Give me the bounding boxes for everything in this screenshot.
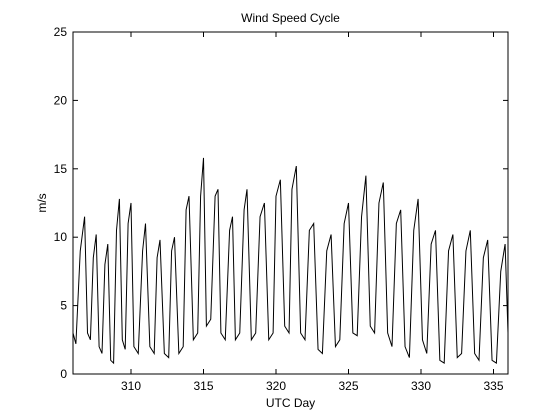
y-axis-ticks: 0 5 10 15 20 25 [54, 25, 508, 381]
y-tick-label: 5 [60, 299, 67, 313]
y-tick-label: 20 [54, 93, 68, 107]
x-tick-label: 335 [483, 379, 503, 393]
y-tick-label: 10 [54, 230, 68, 244]
x-axis-ticks: 310 315 320 325 330 335 [121, 32, 504, 393]
x-axis-label: UTC Day [266, 396, 315, 410]
y-axis-label: m/s [35, 193, 49, 212]
x-tick-label: 310 [121, 379, 141, 393]
chart-title: Wind Speed Cycle [241, 11, 340, 25]
x-tick-label: 330 [411, 379, 431, 393]
plot-frame [72, 31, 509, 375]
wind-speed-series-line [72, 157, 509, 365]
y-tick-label: 25 [54, 25, 68, 39]
x-tick-label: 325 [338, 379, 358, 393]
x-tick-label: 320 [266, 379, 286, 393]
x-tick-label: 315 [193, 379, 213, 393]
y-tick-label: 15 [54, 162, 68, 176]
y-tick-label: 0 [60, 367, 67, 381]
